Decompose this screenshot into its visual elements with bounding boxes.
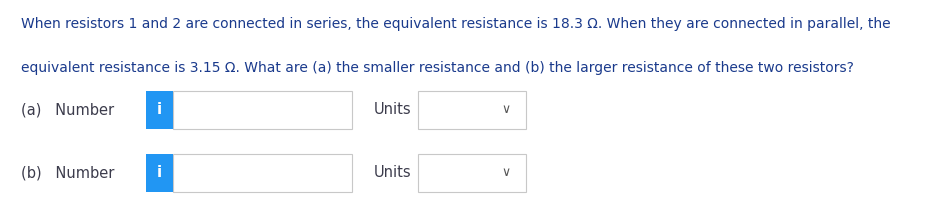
Text: (b)   Number: (b) Number: [21, 165, 114, 180]
FancyBboxPatch shape: [173, 154, 352, 192]
Text: Units: Units: [373, 165, 411, 180]
FancyBboxPatch shape: [173, 91, 352, 128]
FancyBboxPatch shape: [146, 91, 173, 128]
FancyBboxPatch shape: [146, 154, 173, 192]
Text: i: i: [157, 165, 162, 180]
Text: (a)   Number: (a) Number: [21, 102, 114, 117]
FancyBboxPatch shape: [417, 154, 526, 192]
FancyBboxPatch shape: [417, 91, 526, 128]
Text: i: i: [157, 102, 162, 117]
Text: equivalent resistance is 3.15 Ω. What are (a) the smaller resistance and (b) the: equivalent resistance is 3.15 Ω. What ar…: [21, 61, 852, 75]
Text: ∨: ∨: [500, 166, 510, 179]
Text: When resistors 1 and 2 are connected in series, the equivalent resistance is 18.: When resistors 1 and 2 are connected in …: [21, 17, 889, 31]
Text: ∨: ∨: [500, 103, 510, 116]
Text: Units: Units: [373, 102, 411, 117]
